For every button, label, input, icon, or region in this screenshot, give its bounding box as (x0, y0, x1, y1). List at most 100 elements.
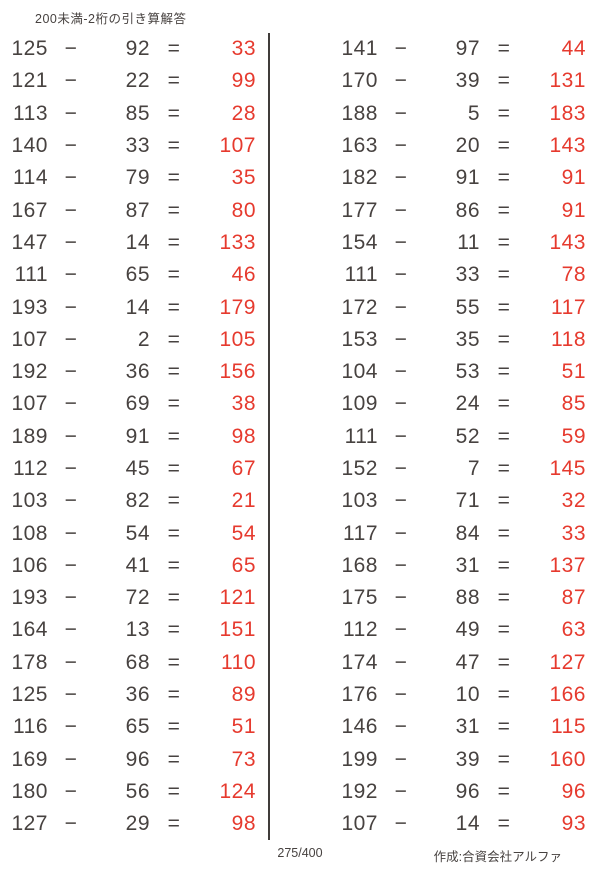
subtrahend: 45 (125, 457, 150, 480)
subtrahend: 65 (125, 263, 150, 287)
subtrahend: 72 (125, 586, 150, 610)
worksheet-title: 200未満-2桁の引き算解答 (35, 12, 187, 26)
problem-row: 141 − 97 = 44 (338, 33, 600, 65)
problem-row: 127 − 29 = 98 (8, 808, 268, 840)
answer: 117 (551, 295, 586, 319)
problem-row: 182 − 91 = 91 (338, 162, 600, 194)
minuend: 141 (341, 37, 378, 61)
problem-row: 174 − 47 = 127 (338, 647, 600, 679)
problem-row: 112 − 45 = 67 (8, 453, 268, 485)
equals-operator: = (167, 69, 181, 93)
equals-operator: = (167, 779, 181, 803)
minus-operator: − (64, 715, 78, 739)
minus-operator: − (64, 424, 78, 448)
minuend: 117 (343, 521, 378, 545)
equals-operator: = (167, 263, 181, 287)
minus-operator: − (64, 37, 78, 61)
equals-operator: = (497, 715, 511, 739)
problem-row: 170 − 39 = 131 (338, 65, 600, 97)
minus-operator: − (64, 747, 78, 771)
minus-operator: − (394, 424, 408, 448)
minus-operator: − (394, 553, 408, 577)
subtrahend: 22 (125, 69, 150, 93)
problem-row: 189 − 91 = 98 (8, 421, 268, 453)
minus-operator: − (64, 198, 78, 222)
answer: 183 (549, 101, 586, 125)
minus-operator: − (394, 230, 408, 254)
answer: 63 (561, 618, 586, 642)
equals-operator: = (497, 747, 511, 771)
subtrahend: 41 (125, 553, 150, 577)
problem-row: 188 − 5 = 183 (338, 98, 600, 130)
answer: 91 (561, 166, 586, 190)
answer: 115 (551, 715, 586, 739)
minuend: 172 (341, 295, 378, 319)
minuend: 140 (11, 134, 48, 158)
minuend: 192 (11, 360, 48, 384)
answer: 33 (561, 521, 586, 545)
problem-row: 169 − 96 = 73 (8, 744, 268, 776)
minuend: 182 (341, 166, 378, 190)
answer: 96 (561, 779, 586, 803)
answer: 98 (231, 424, 256, 448)
minus-operator: − (394, 618, 408, 642)
subtrahend: 33 (455, 263, 480, 287)
problem-row: 176 − 10 = 166 (338, 679, 600, 711)
minus-operator: − (64, 392, 78, 416)
problem-row: 117 − 84 = 33 (338, 517, 600, 549)
answer: 131 (549, 69, 586, 93)
minuend: 176 (341, 683, 378, 707)
subtrahend: 14 (455, 812, 480, 836)
equals-operator: = (167, 521, 181, 545)
subtrahend: 79 (125, 166, 150, 190)
minuend: 103 (341, 489, 378, 513)
answer: 32 (561, 489, 586, 513)
minuend: 193 (11, 586, 48, 610)
minuend: 178 (11, 650, 48, 674)
subtrahend: 20 (455, 134, 480, 158)
problem-row: 113 − 85 = 28 (8, 98, 268, 130)
problem-row: 108 − 54 = 54 (8, 517, 268, 549)
minus-operator: − (394, 198, 408, 222)
subtrahend: 68 (125, 650, 150, 674)
column-divider (268, 33, 270, 841)
answer: 93 (561, 812, 586, 836)
problem-row: 180 − 56 = 124 (8, 776, 268, 808)
minus-operator: − (64, 618, 78, 642)
problem-row: 111 − 33 = 78 (338, 259, 600, 291)
subtrahend: 96 (125, 747, 150, 771)
minus-operator: − (64, 457, 78, 480)
problem-row: 103 − 82 = 21 (8, 485, 268, 517)
minuend: 125 (11, 37, 48, 61)
subtrahend: 86 (455, 198, 480, 222)
problem-row: 163 − 20 = 143 (338, 130, 600, 162)
problem-row: 154 − 11 = 143 (338, 227, 600, 259)
answer: 44 (561, 37, 586, 61)
problem-row: 193 − 14 = 179 (8, 291, 268, 323)
equals-operator: = (497, 263, 511, 287)
subtrahend: 49 (455, 618, 480, 642)
equals-operator: = (497, 69, 511, 93)
minuend: 146 (341, 715, 378, 739)
equals-operator: = (167, 392, 181, 416)
problem-row: 104 − 53 = 51 (338, 356, 600, 388)
minus-operator: − (64, 295, 78, 319)
equals-operator: = (167, 489, 181, 513)
answer: 99 (231, 69, 256, 93)
problem-row: 112 − 49 = 63 (338, 614, 600, 646)
problem-row: 125 − 92 = 33 (8, 33, 268, 65)
problem-row: 168 − 31 = 137 (338, 550, 600, 582)
answer: 98 (231, 812, 256, 836)
minuend: 167 (11, 198, 48, 222)
equals-operator: = (167, 230, 181, 254)
minuend: 111 (344, 263, 378, 287)
subtrahend: 87 (125, 198, 150, 222)
subtrahend: 84 (455, 521, 480, 545)
problem-row: 178 − 68 = 110 (8, 647, 268, 679)
problem-row: 177 − 86 = 91 (338, 194, 600, 226)
equals-operator: = (167, 327, 181, 351)
minuend: 174 (341, 650, 378, 674)
subtrahend: 91 (455, 166, 480, 190)
answer: 124 (219, 779, 256, 803)
answer: 59 (561, 424, 586, 448)
